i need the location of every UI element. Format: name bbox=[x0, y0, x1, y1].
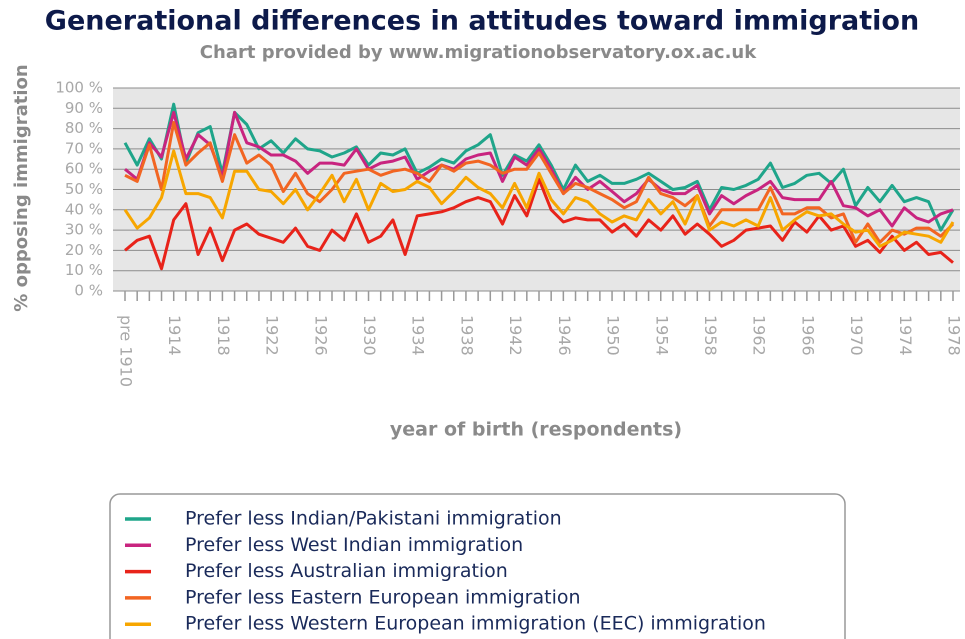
x-tick-label: 1934 bbox=[409, 315, 428, 356]
y-tick-label: 100 % bbox=[55, 79, 103, 97]
legend-box bbox=[109, 493, 846, 639]
legend-label: Prefer less West Indian immigration bbox=[185, 534, 523, 556]
legend-label: Prefer less Western European immigration… bbox=[185, 613, 766, 635]
x-tick-label: 1926 bbox=[311, 315, 330, 356]
x-tick-label: 1942 bbox=[506, 315, 525, 356]
x-axis-label: year of birth (respondents) bbox=[390, 419, 682, 441]
x-tick-label: 1974 bbox=[896, 315, 915, 356]
x-tick-label: 1966 bbox=[798, 315, 817, 356]
x-tick-label: 1946 bbox=[555, 315, 574, 356]
legend-label: Prefer less Indian/Pakistani immigration bbox=[185, 508, 562, 530]
y-tick-label: 90 % bbox=[65, 99, 103, 117]
y-tick-label: 40 % bbox=[65, 200, 103, 218]
legend-label: Prefer less Eastern European immigration bbox=[185, 586, 581, 608]
x-tick-label: 1914 bbox=[165, 315, 184, 356]
series-line bbox=[123, 149, 955, 248]
x-tick-label: 1930 bbox=[360, 315, 379, 356]
x-tick-label: 1938 bbox=[457, 315, 476, 356]
x-tick-label: 1962 bbox=[750, 315, 769, 356]
x-tick-label: 1922 bbox=[263, 315, 282, 356]
x-tick-label: pre 1910 bbox=[117, 315, 136, 387]
x-tick-label: 1950 bbox=[604, 315, 623, 356]
chart-title: Generational differences in attitudes to… bbox=[45, 6, 919, 37]
x-tick-label: 1954 bbox=[652, 315, 671, 356]
x-tick-label: 1958 bbox=[701, 315, 720, 356]
x-tick-label: 1918 bbox=[214, 315, 233, 356]
y-tick-label: 30 % bbox=[65, 221, 103, 239]
y-tick-label: 50 % bbox=[65, 180, 103, 198]
y-tick-label: 20 % bbox=[65, 241, 103, 259]
x-tick-label: 1970 bbox=[847, 315, 866, 356]
y-tick-label: 0 % bbox=[74, 282, 103, 300]
y-tick-label: 10 % bbox=[65, 261, 103, 279]
legend-label: Prefer less Australian immigration bbox=[185, 560, 508, 582]
series-line bbox=[123, 102, 955, 232]
y-tick-label: 80 % bbox=[65, 119, 103, 137]
series-line bbox=[124, 110, 954, 228]
chart-subtitle: Chart provided by www.migrationobservato… bbox=[200, 42, 757, 63]
y-tick-label: 60 % bbox=[65, 160, 103, 178]
y-tick-label: 70 % bbox=[65, 139, 103, 157]
y-axis-label: % opposing immigration bbox=[11, 64, 32, 311]
x-tick-label: 1978 bbox=[945, 315, 964, 356]
series-line bbox=[124, 177, 954, 271]
series-line bbox=[124, 121, 955, 244]
